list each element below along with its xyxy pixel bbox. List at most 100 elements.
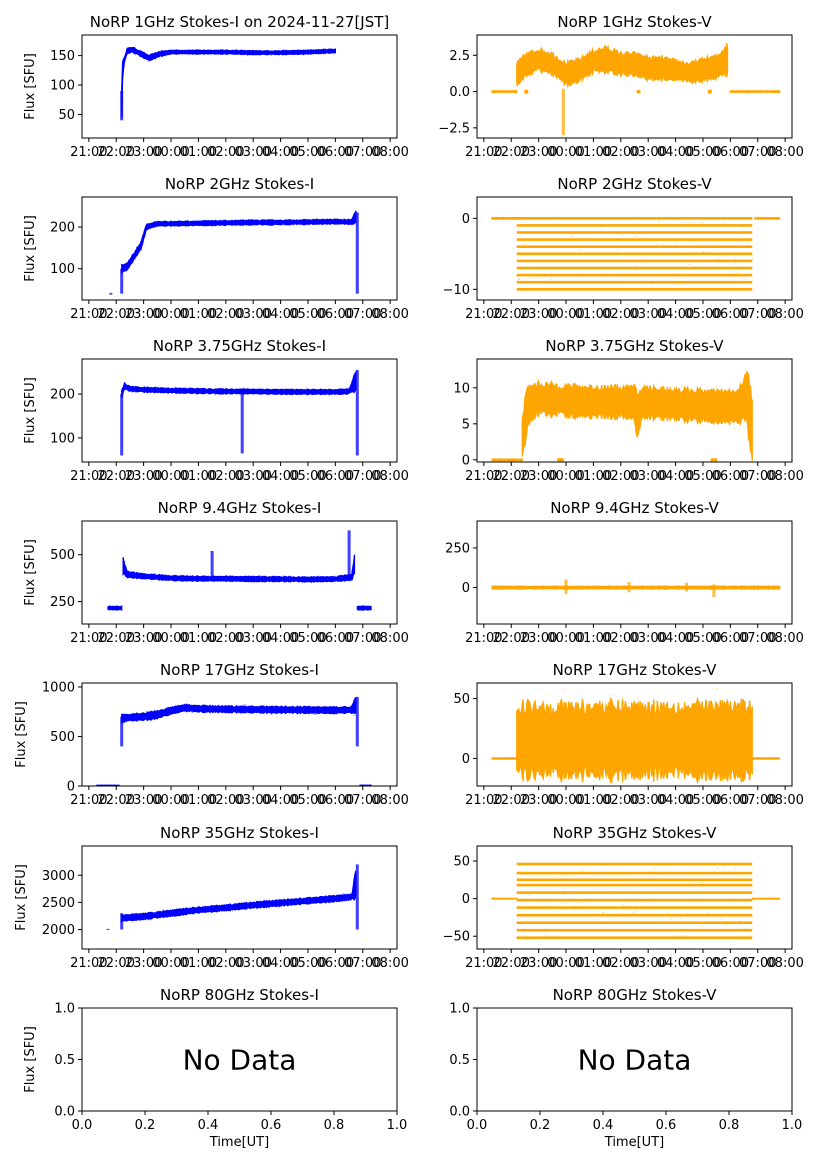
- y-tick-label: 2.5: [449, 49, 470, 64]
- data-point: [362, 784, 364, 786]
- data-level-line: [516, 231, 753, 234]
- data-point: [619, 586, 621, 588]
- data-point: [707, 911, 709, 913]
- data-series: [491, 579, 781, 598]
- data-point: [231, 910, 234, 912]
- data-point: [235, 220, 237, 222]
- data-series: [96, 696, 372, 787]
- data-point: [135, 246, 137, 248]
- data-level-line: [516, 883, 753, 887]
- data-point: [538, 879, 540, 881]
- data-point: [538, 394, 541, 396]
- data-point: [659, 389, 662, 391]
- panel-title: NoRP 3.75GHz Stokes-I: [153, 337, 326, 355]
- data-point: [528, 753, 530, 755]
- data-point: [603, 75, 605, 77]
- data-point: [533, 781, 535, 783]
- data-point: [632, 585, 634, 587]
- x-tick-label: 02:00: [602, 631, 639, 646]
- data-point: [696, 386, 698, 389]
- data-point: [271, 392, 274, 394]
- data-point: [702, 760, 704, 762]
- data-point: [767, 758, 769, 760]
- data-point: [203, 575, 205, 577]
- data-point: [634, 911, 637, 913]
- data-point: [584, 418, 586, 420]
- data-point: [155, 386, 157, 388]
- x-tick-label: 03:00: [629, 956, 666, 971]
- series-segment-0: [121, 46, 336, 117]
- data-point: [771, 897, 773, 899]
- x-tick-label: 05:00: [684, 793, 721, 808]
- x-tick-label: 05:00: [684, 145, 721, 160]
- x-tick-label: 07:00: [344, 793, 381, 808]
- data-point: [125, 717, 127, 719]
- data-point: [531, 420, 534, 423]
- data-point: [751, 757, 753, 759]
- data-point: [610, 884, 612, 886]
- data-point: [133, 389, 135, 391]
- x-tick-label: 21:00: [70, 631, 107, 646]
- data-point: [353, 714, 355, 716]
- y-axis-label: Flux [SFU]: [14, 864, 29, 931]
- data-point: [320, 218, 322, 221]
- data-point: [659, 585, 661, 587]
- data-point: [285, 389, 287, 391]
- data-point: [351, 381, 353, 383]
- data-point: [301, 390, 303, 392]
- data-point: [604, 867, 606, 869]
- data-point: [598, 930, 600, 932]
- data-point: [580, 902, 582, 904]
- data-point: [322, 219, 324, 221]
- data-point: [207, 49, 209, 51]
- data-point: [246, 54, 248, 56]
- data-point: [222, 391, 224, 394]
- data-point: [661, 726, 663, 728]
- axes-frame: [81, 845, 398, 950]
- x-tick-label: 0.2: [135, 1118, 156, 1133]
- y-tick-label: 2000: [42, 923, 75, 938]
- data-point: [332, 708, 334, 710]
- data-point: [276, 899, 278, 901]
- data-point: [749, 431, 751, 433]
- data-point: [209, 52, 211, 54]
- data-point: [170, 574, 172, 577]
- data-point: [236, 49, 238, 51]
- data-point: [722, 866, 724, 868]
- data-point: [492, 585, 494, 588]
- data-point: [281, 712, 284, 714]
- data-point: [188, 387, 190, 389]
- data-point: [702, 251, 705, 253]
- panel-title: NoRP 35GHz Stokes-V: [553, 824, 718, 842]
- data-point: [623, 276, 625, 278]
- data-point: [130, 919, 132, 921]
- data-point: [658, 908, 660, 910]
- data-point: [218, 49, 220, 51]
- data-point: [317, 575, 319, 577]
- data-point: [506, 897, 508, 899]
- data-point: [677, 76, 679, 78]
- x-tick-label: 22:00: [493, 631, 530, 646]
- x-tick-label: 01:00: [575, 469, 612, 484]
- data-point: [655, 871, 658, 873]
- data-point: [723, 588, 726, 590]
- data-point: [253, 902, 255, 904]
- data-point: [150, 919, 152, 921]
- data-point: [682, 878, 685, 880]
- panel-title: NoRP 3.75GHz Stokes-V: [545, 337, 724, 355]
- x-tick-label: 07:00: [739, 145, 776, 160]
- data-level-line: [516, 259, 753, 263]
- axes-frame: [81, 682, 398, 787]
- panel-title: NoRP 2GHz Stokes-V: [557, 175, 712, 193]
- data-point: [734, 866, 736, 868]
- data-point: [715, 249, 718, 251]
- x-tick-label: 06:00: [317, 956, 354, 971]
- x-tick-label: 01:00: [575, 631, 612, 646]
- data-point: [514, 757, 516, 760]
- data-point: [342, 706, 345, 708]
- data-point: [500, 587, 503, 589]
- panel-stokes-i-4: NoRP 17GHz Stokes-I 0 500 1000 21:0022:0023:…: [14, 661, 409, 808]
- x-axis-label: Time[UT]: [604, 1135, 664, 1150]
- data-point: [515, 90, 518, 92]
- y-tick-label: 0.5: [54, 1053, 75, 1068]
